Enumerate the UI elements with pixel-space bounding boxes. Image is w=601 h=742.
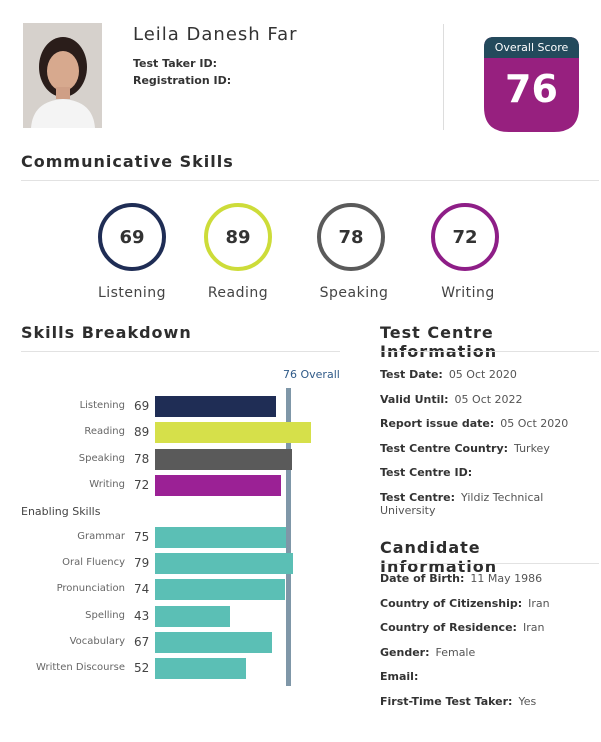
enabling-bar-label: Written Discourse — [36, 662, 125, 673]
info-row-value: Yildiz Technical University — [380, 490, 544, 517]
communicative-bar — [155, 474, 281, 496]
listening-score-circle: 69 — [98, 203, 166, 271]
info-row-value: 11 May 1986 — [470, 572, 543, 585]
communicative-bar-value: 72 — [134, 477, 150, 492]
info-row-label: Country of Citizenship: — [380, 596, 523, 610]
enabling-bar — [155, 658, 246, 679]
info-row: Email: — [380, 670, 424, 683]
info-row: Test Date: 05 Oct 2020 — [380, 368, 517, 381]
enabling-bar — [155, 579, 285, 601]
registration-id-label: Registration ID: — [133, 74, 232, 87]
info-row: Valid Until: 05 Oct 2022 — [380, 393, 523, 406]
test-centre-rule — [380, 351, 599, 352]
writing-label: Writing — [441, 285, 495, 301]
enabling-bar-value: 43 — [134, 608, 150, 623]
enabling-bar-value: 52 — [134, 661, 150, 675]
overall-score-badge: Overall Score 76 — [484, 37, 579, 132]
enabling-bar — [155, 631, 272, 653]
info-row-value: Female — [435, 645, 476, 659]
info-row-value: 05 Oct 2020 — [500, 417, 569, 430]
reading-score-circle: 89 — [204, 203, 272, 271]
skills-breakdown-title: Skills Breakdown — [21, 323, 192, 342]
info-row-value: Iran — [522, 621, 545, 634]
communicative-bar-label: Listening — [79, 400, 125, 411]
info-row-value: 05 Oct 2022 — [454, 392, 523, 406]
overall-marker-line — [286, 388, 291, 686]
enabling-bar — [155, 527, 286, 548]
reading-label: Reading — [207, 285, 269, 301]
enabling-bar-label: Spelling — [85, 609, 125, 621]
candidate-info-title: Candidate Information — [380, 538, 498, 576]
info-row: Report issue date: 05 Oct 2020 — [380, 417, 568, 430]
info-row-label: Email: — [380, 670, 419, 683]
info-row-value: Turkey — [514, 441, 550, 455]
overall-score-value: 76 — [505, 67, 558, 111]
communicative-bar-value: 78 — [134, 451, 150, 466]
test-taker-id-label: Test Taker ID: — [133, 57, 218, 70]
info-row: Test Centre Country: Turkey — [380, 442, 550, 455]
communicative-bar-label: Reading — [84, 426, 125, 438]
section-rule — [21, 180, 599, 181]
avatar — [23, 23, 102, 128]
info-row: Country of Citizenship: Iran — [380, 597, 550, 610]
enabling-bar-value: 67 — [134, 634, 150, 649]
enabling-skills-title: Enabling Skills — [21, 505, 101, 518]
enabling-bar-value: 74 — [134, 582, 150, 597]
info-row-label: First-Time Test Taker: — [380, 694, 513, 708]
info-row-label: Gender: — [380, 645, 430, 659]
candidate-photo — [23, 23, 102, 128]
communicative-bar — [155, 396, 276, 417]
speaking-score-circle: 78 — [317, 203, 385, 271]
communicative-skills-title: Communicative Skills — [21, 152, 234, 171]
info-row-label: Report issue date: — [380, 417, 495, 430]
header-divider — [443, 24, 444, 130]
info-row: First-Time Test Taker: Yes — [380, 695, 536, 708]
info-row-value: 05 Oct 2020 — [448, 368, 517, 381]
enabling-bar-value: 75 — [134, 530, 150, 544]
writing-score-circle: 72 — [431, 203, 499, 271]
info-row-label: Test Date: — [380, 368, 443, 381]
communicative-bar-value: 89 — [134, 425, 150, 440]
info-row-label: Date of Birth: — [380, 572, 465, 585]
test-centre-title: Test Centre Information — [380, 323, 498, 361]
enabling-bar-label: Grammar — [77, 531, 125, 542]
breakdown-rule — [21, 351, 340, 352]
listening-label: Listening — [97, 285, 167, 301]
communicative-bar — [155, 448, 292, 470]
communicative-bar — [155, 422, 311, 444]
communicative-bar-label: Speaking — [78, 452, 125, 464]
enabling-bar-label: Vocabulary — [69, 635, 125, 647]
speaking-label: Speaking — [319, 285, 389, 301]
enabling-bar — [155, 605, 230, 627]
candidate-name: Leila Danesh Far — [133, 24, 298, 45]
info-row: Gender: Female — [380, 646, 475, 659]
info-row-label: Test Centre Country: — [380, 441, 509, 455]
info-row-label: Test Centre ID: — [380, 466, 473, 479]
info-row: Test Centre ID: — [380, 466, 478, 479]
overall-marker-label: 76 Overall — [283, 368, 340, 381]
enabling-bar-label: Oral Fluency — [62, 557, 125, 569]
communicative-bar-label: Writing — [89, 478, 125, 490]
overall-score-label: Overall Score — [494, 41, 569, 54]
info-row-value: Yes — [518, 694, 537, 708]
communicative-bar-value: 69 — [134, 399, 150, 413]
candidate-info-rule — [380, 563, 599, 564]
info-row-value: Iran — [528, 596, 550, 610]
enabling-bar-value: 79 — [134, 556, 150, 571]
info-row-label: Valid Until: — [380, 392, 449, 406]
enabling-bar — [155, 553, 293, 575]
info-row: Date of Birth: 11 May 1986 — [380, 572, 542, 585]
info-row-label: Test Centre: — [380, 490, 456, 504]
info-row-label: Country of Residence: — [380, 621, 517, 634]
enabling-bar-label: Pronunciation — [56, 583, 125, 595]
info-row: Test Centre: Yildiz Technical University — [380, 491, 601, 517]
info-row: Country of Residence: Iran — [380, 621, 544, 634]
